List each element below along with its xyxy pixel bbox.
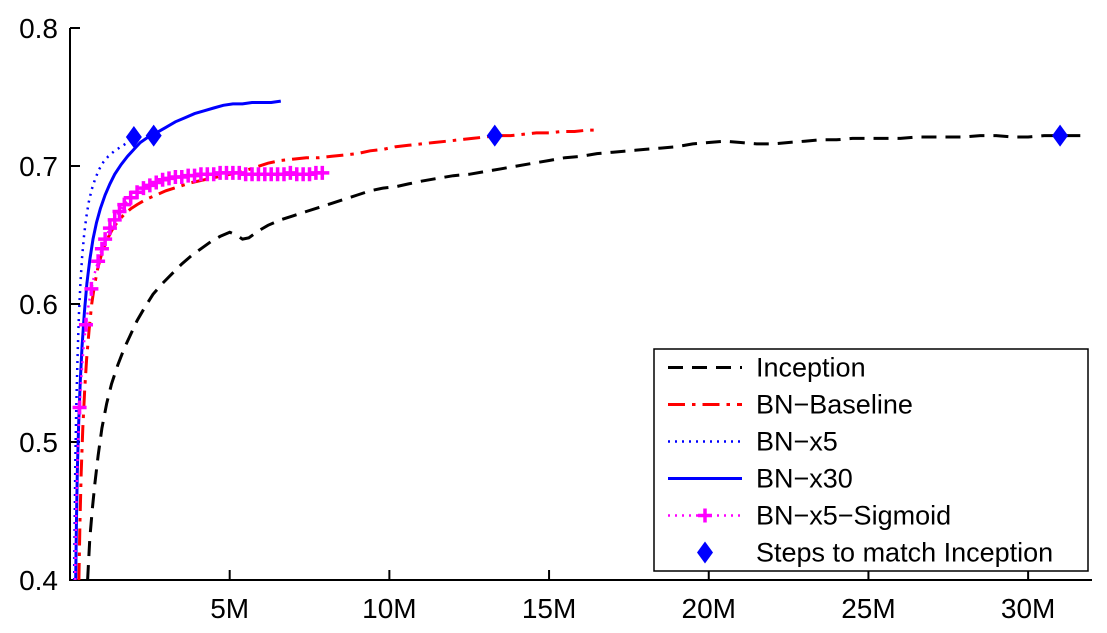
legend-label-bn-x5-sigmoid: BN−x5−Sigmoid xyxy=(756,501,951,531)
diamond-marker xyxy=(125,126,142,149)
diamond-marker xyxy=(1052,124,1069,147)
plus-marker xyxy=(84,281,99,296)
legend-entry-steps-to-match-inception: Steps to match Inception xyxy=(697,538,1053,568)
series-line-bn-x5-sigmoid xyxy=(73,171,323,581)
x-tick-label: 5M xyxy=(210,593,249,624)
x-tick-label: 30M xyxy=(1001,593,1055,624)
plus-marker xyxy=(72,400,87,415)
legend-label-bn-baseline: BN−Baseline xyxy=(756,390,913,420)
plus-marker xyxy=(98,232,113,247)
plus-marker xyxy=(315,165,330,180)
series-bn-x5-sigmoid xyxy=(72,165,330,581)
legend-box xyxy=(653,348,1089,572)
plus-marker xyxy=(94,241,109,256)
y-tick-label: 0.7 xyxy=(19,151,58,182)
series-bn-x30 xyxy=(74,99,282,581)
x-tick-label: 15M xyxy=(522,593,576,624)
series-line-inception xyxy=(86,134,1086,581)
diamond-marker xyxy=(486,124,503,147)
series-steps-to-match-inception xyxy=(125,124,1069,149)
series-bn-baseline xyxy=(77,128,597,581)
legend-label-inception: Inception xyxy=(756,353,866,383)
series-line-bn-x5 xyxy=(72,137,138,581)
legend-sample-diamond xyxy=(697,541,713,564)
y-tick-label: 0.8 xyxy=(19,13,58,44)
series-inception xyxy=(86,134,1086,581)
plus-marker xyxy=(107,212,122,227)
legend-label-bn-x5: BN−x5 xyxy=(756,427,838,457)
axes: 5M 10M 15M 20M 25M 30M 0.4 0.5 0.6 0.7 0.8 xyxy=(19,13,1092,624)
x-tick-label: 10M xyxy=(362,593,416,624)
y-tick-label: 0.6 xyxy=(19,289,58,320)
y-tick-label: 0.4 xyxy=(19,565,58,596)
legend-entry-bn-x5-sigmoid: BN−x5−Sigmoid xyxy=(668,501,951,531)
series-line-bn-x30 xyxy=(74,99,282,581)
legend-label-steps-to-match-inception: Steps to match Inception xyxy=(756,538,1053,568)
plus-marker xyxy=(102,221,117,236)
plus-marker xyxy=(91,254,106,269)
legend-entry-bn-x30: BN−x30 xyxy=(668,464,853,494)
x-tick-label: 25M xyxy=(841,593,895,624)
legend: Inception BN−Baseline BN−x5 BN−x30 BN−x5−Sig… xyxy=(653,348,1089,572)
plus-marker xyxy=(78,317,93,332)
x-tick-label: 20M xyxy=(682,593,736,624)
legend-entry-bn-baseline: BN−Baseline xyxy=(668,390,913,420)
y-tick-label: 0.5 xyxy=(19,427,58,458)
diamond-marker xyxy=(145,124,162,147)
series-bn-x5 xyxy=(72,137,138,581)
legend-entry-inception: Inception xyxy=(668,353,866,383)
legend-entry-bn-x5: BN−x5 xyxy=(668,427,838,457)
legend-sample-plus xyxy=(698,508,712,523)
legend-label-bn-x30: BN−x30 xyxy=(756,464,853,494)
series-line-bn-baseline xyxy=(77,128,597,581)
